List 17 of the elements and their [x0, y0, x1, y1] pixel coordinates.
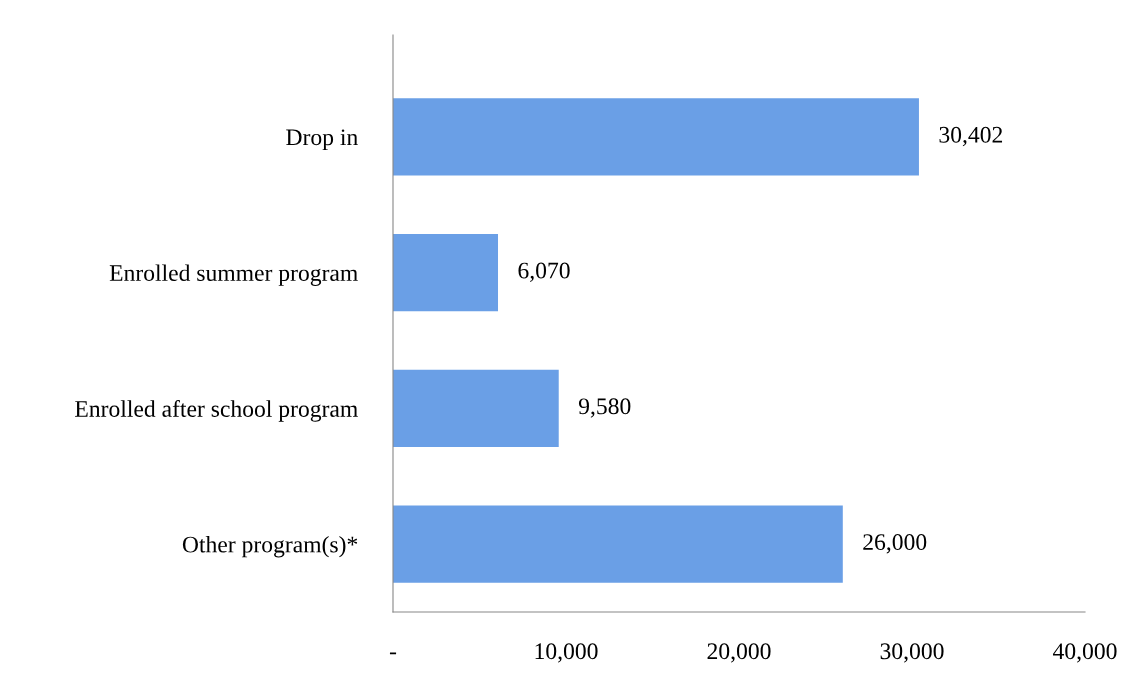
y-tick-label: Enrolled summer program	[109, 264, 358, 286]
x-tick-label: 10,000	[535, 643, 598, 663]
x-tick-label: -	[389, 652, 397, 655]
data-label: 9,580	[578, 398, 631, 418]
bar	[393, 369, 559, 448]
y-tick-label: Drop in	[286, 129, 358, 151]
data-label: 6,070	[518, 262, 570, 282]
data-label: 30,402	[939, 126, 1003, 147]
x-tick-label: 40,000	[1053, 643, 1117, 663]
y-tick-label: Enrolled after school program	[75, 400, 358, 422]
x-tick-label: 30,000	[880, 643, 944, 663]
bar	[393, 98, 919, 176]
x-tick-label: 20,000	[707, 643, 771, 663]
bar	[393, 233, 499, 312]
bar	[393, 505, 843, 583]
y-tick-label: Other program(s)*	[182, 535, 358, 558]
data-label: 26,000	[863, 534, 927, 554]
